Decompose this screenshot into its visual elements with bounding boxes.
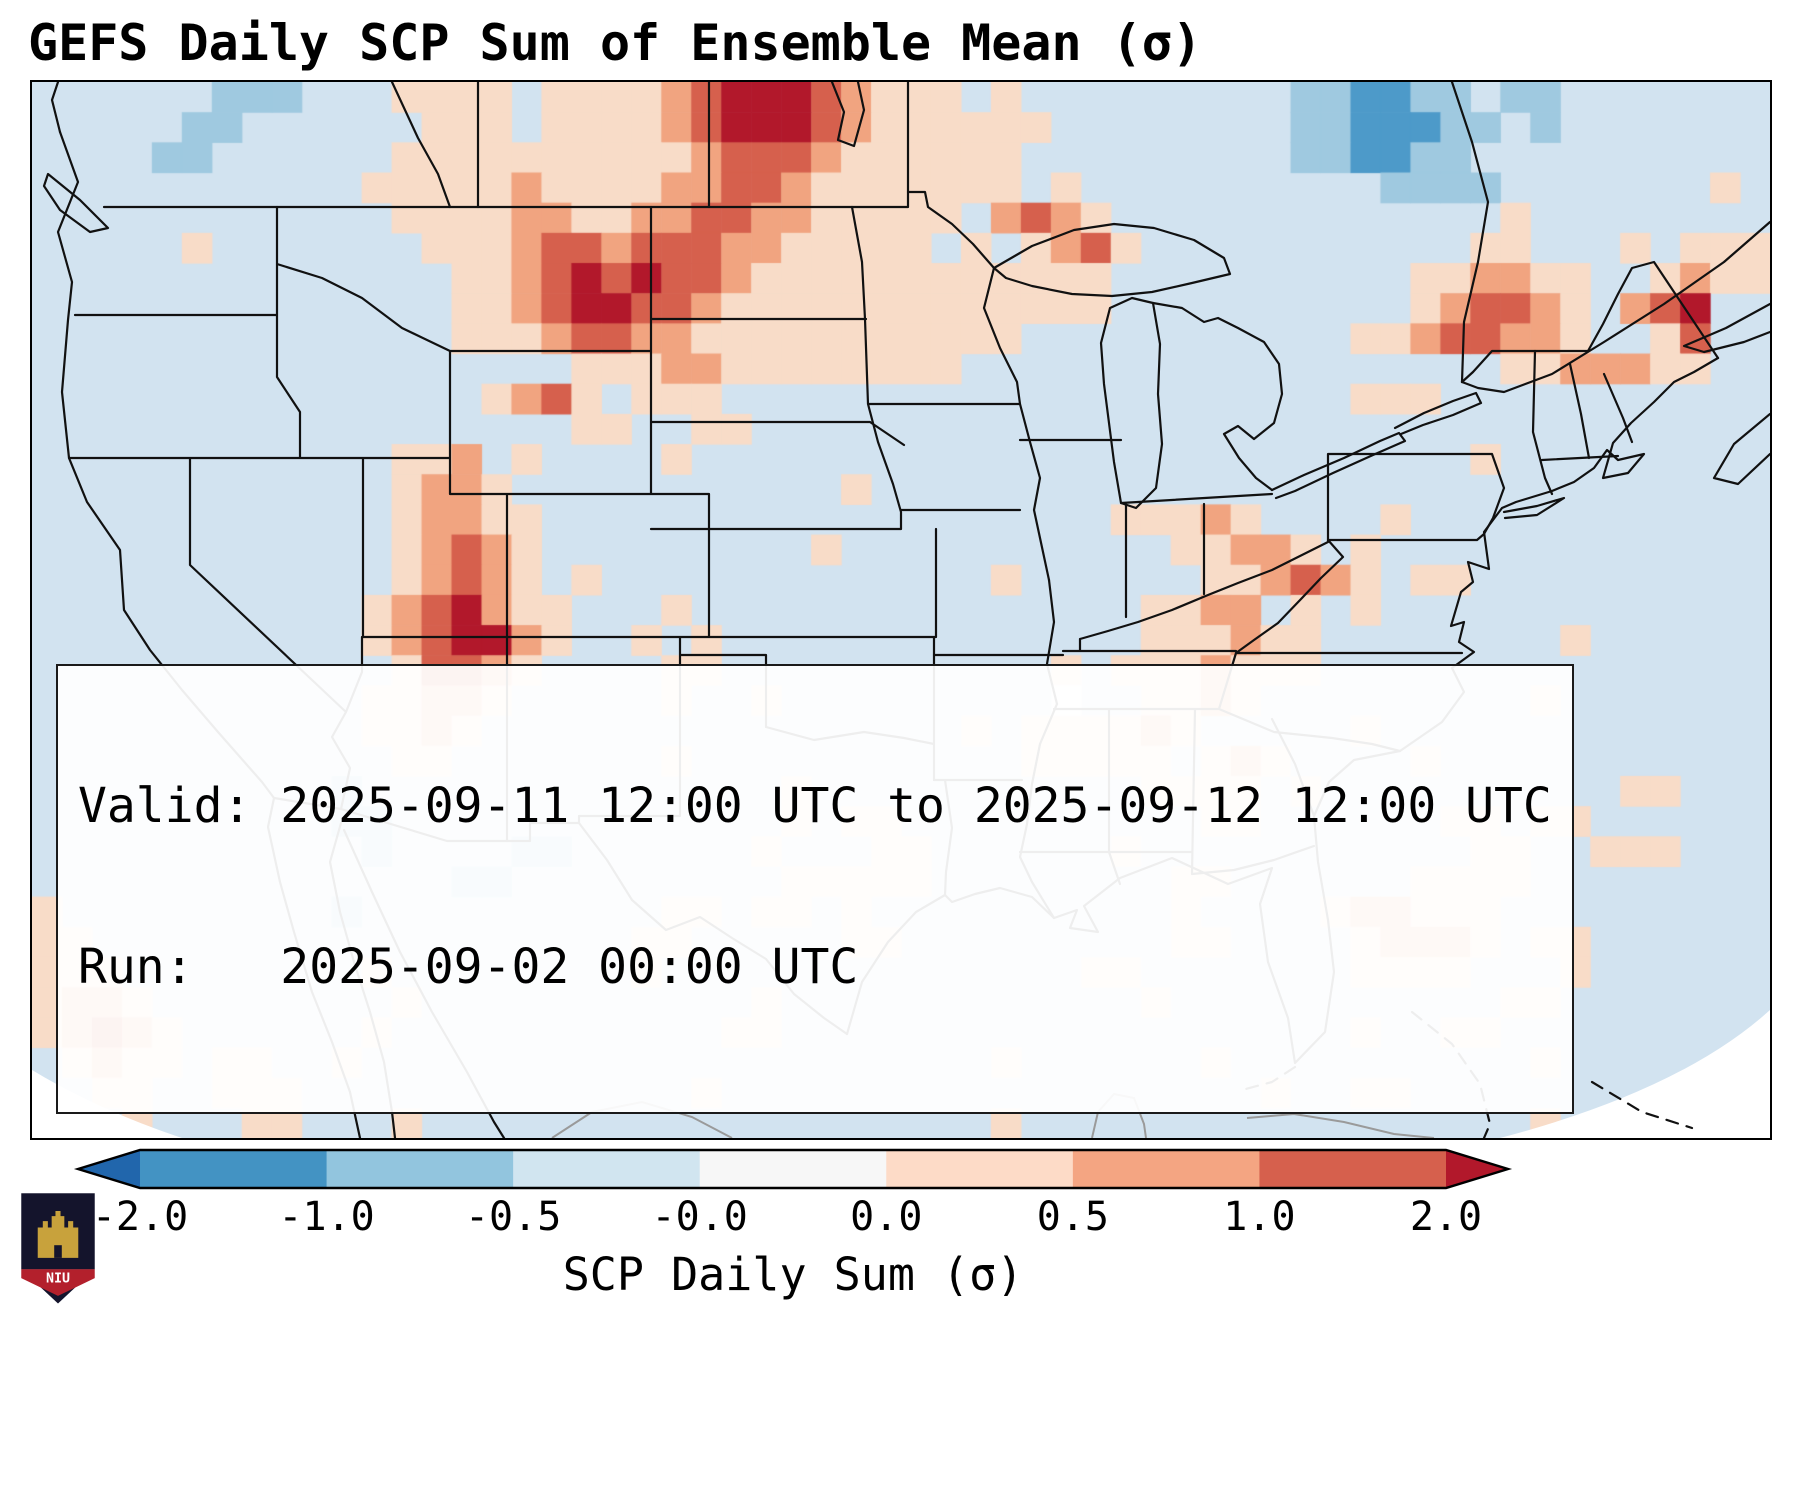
colorbar-tick-labels: -2.0 -1.0 -0.5 -0.0 0.0 0.5 1.0 2.0 <box>0 1194 1803 1244</box>
maine-canada-border <box>1460 260 1720 384</box>
colorbar-tick-label: 0.5 <box>1036 1194 1109 1240</box>
colorbar-tick-label: 2.0 <box>1409 1194 1483 1240</box>
niu-logo-text: NIU <box>46 1272 70 1287</box>
lake-erie <box>1270 431 1407 500</box>
long-island <box>1502 496 1566 520</box>
colorbar-tick-label: 0.0 <box>850 1194 923 1240</box>
minnesota-wisconsin-lines <box>982 266 1051 582</box>
validity-info-box: Valid: 2025-09-11 12:00 UTC to 2025-09-1… <box>56 664 1574 1114</box>
colorbar-tick-label: -0.0 <box>651 1194 748 1240</box>
castle-door <box>54 1245 62 1258</box>
lake-michigan <box>1099 296 1164 510</box>
valid-time-text: Valid: 2025-09-11 12:00 UTC to 2025-09-1… <box>78 777 1552 834</box>
run-time-text: Run: 2025-09-02 00:00 UTC <box>78 938 859 995</box>
colorbar-axis-label: SCP Daily Sum (σ) <box>562 1248 1024 1301</box>
figure-title: GEFS Daily SCP Sum of Ensemble Mean (σ) <box>28 14 1202 72</box>
map-borders-svg <box>32 82 1770 1138</box>
us-canada-border <box>102 190 996 270</box>
colorbar <box>73 1148 1513 1190</box>
castle-icon <box>37 1211 79 1258</box>
projection-corner-wedges <box>32 1010 1770 1138</box>
new-england-borders <box>1531 349 1634 496</box>
lake-superior <box>992 222 1232 298</box>
niu-logo-band <box>21 1269 95 1296</box>
niu-logo: NIU <box>21 1193 95 1304</box>
colorbar-tick-label: -0.5 <box>464 1194 562 1240</box>
colorbar-tick-label: -1.0 <box>278 1194 375 1240</box>
colorbar-tick-label: -2.0 <box>91 1194 189 1240</box>
lake-huron-michigan-shore <box>1151 301 1284 492</box>
map-panel: Valid: 2025-09-11 12:00 UTC to 2025-09-1… <box>30 80 1772 1140</box>
canada-province-borders <box>50 82 1490 384</box>
vancouver-island <box>42 172 110 234</box>
colorbar-tick-label: 1.0 <box>1223 1194 1296 1240</box>
lake-ontario <box>1393 391 1483 436</box>
st-lawrence-maritimes <box>1460 220 1770 486</box>
